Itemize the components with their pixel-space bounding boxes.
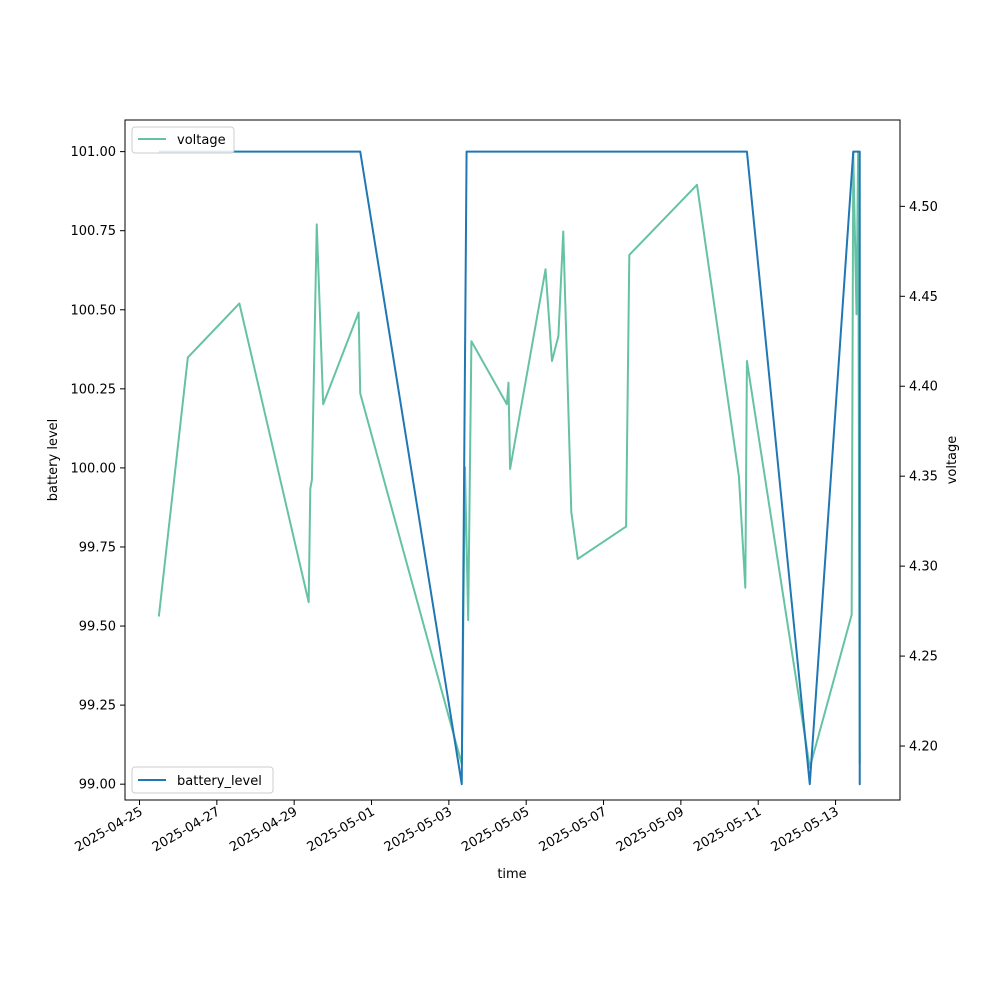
left-tick-label: 99.25: [79, 699, 116, 714]
plot-series: [157, 150, 861, 786]
legend-label-battery-level: battery_level: [177, 774, 262, 789]
x-tick-label: 2025-04-29: [227, 804, 300, 855]
left-tick-label: 100.75: [71, 224, 117, 239]
plot-frame: [124, 119, 901, 801]
right-tick-label: 4.30: [909, 560, 938, 575]
legend-voltage: voltage: [131, 126, 235, 154]
left-tick-label: 100.25: [71, 382, 117, 397]
right-axis-ticks: 4.20 4.25 4.30 4.35 4.40 4.45 4.50: [900, 200, 938, 755]
left-tick-label: 101.00: [71, 145, 117, 160]
left-axis-ticks: 99.00 99.25 99.50 99.75 100.00 100.25 100.50 10…: [71, 145, 125, 793]
right-tick-label: 4.50: [909, 200, 938, 215]
x-tick-label: 2025-05-09: [614, 804, 687, 855]
x-tick-label: 2025-05-11: [691, 804, 764, 855]
right-axis-label: voltage: [945, 436, 960, 485]
left-axis-label: battery level: [46, 419, 61, 502]
x-tick-label: 2025-05-13: [769, 804, 842, 855]
series-line-battery-level: [158, 150, 861, 786]
x-tick-label: 2025-04-27: [150, 804, 223, 855]
left-tick-label: 100.00: [71, 461, 117, 476]
x-tick-label: 2025-05-03: [382, 804, 455, 855]
series-line-voltage: [157, 151, 861, 769]
x-tick-label: 2025-05-07: [537, 804, 610, 855]
x-axis-label: time: [497, 867, 526, 882]
x-tick-label: 2025-05-05: [459, 804, 532, 855]
right-tick-label: 4.40: [909, 380, 938, 395]
legend-box: [131, 766, 274, 794]
left-tick-label: 100.50: [71, 303, 117, 318]
left-tick-label: 99.00: [79, 778, 116, 793]
left-tick-label: 99.75: [79, 540, 116, 555]
right-tick-label: 4.25: [909, 650, 938, 665]
left-tick-label: 99.50: [79, 620, 116, 635]
legend-label-voltage: voltage: [177, 133, 226, 148]
legend-battery-level: battery_level: [131, 766, 274, 794]
x-axis-ticks: 2025-04-25 2025-04-27 2025-04-29 2025-05-01…: [73, 800, 842, 855]
right-tick-label: 4.35: [909, 470, 938, 485]
x-tick-label: 2025-04-25: [73, 804, 146, 855]
legend-box: [131, 126, 235, 154]
x-tick-label: 2025-05-01: [305, 804, 378, 855]
right-tick-label: 4.20: [909, 740, 938, 755]
right-tick-label: 4.45: [909, 290, 938, 305]
